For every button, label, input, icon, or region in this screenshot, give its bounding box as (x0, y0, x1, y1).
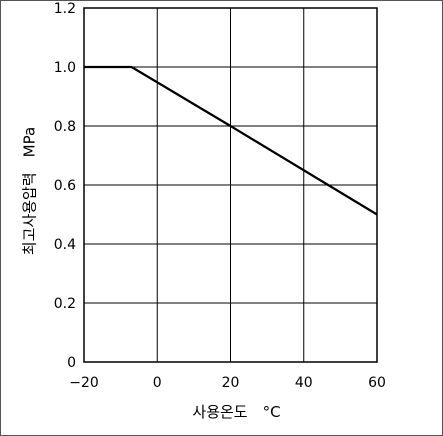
grid (84, 8, 377, 362)
y-tick-label: 1.2 (54, 1, 76, 17)
y-tick-labels: 0 0.2 0.4 0.6 0.8 1.0 1.2 (54, 1, 76, 371)
series-line (84, 65, 378, 216)
y-tick-label: 0.4 (54, 237, 76, 253)
y-axis-title: 최고사용압력 MPa (21, 127, 39, 255)
x-tick-label: 0 (153, 375, 162, 391)
x-tick-label: 20 (222, 375, 240, 391)
y-tick-label: 1.0 (54, 60, 76, 76)
y-tick-label: 0 (67, 355, 76, 371)
y-tick-label: 0.2 (54, 296, 76, 312)
x-tick-label: −20 (69, 375, 99, 391)
series-layer (84, 65, 378, 216)
x-tick-labels: −20 0 20 40 60 (69, 375, 386, 391)
x-tick-label: 60 (368, 375, 386, 391)
plot-area-border (83, 7, 378, 363)
x-tick-label: 40 (295, 375, 313, 391)
y-tick-label: 0.6 (54, 178, 76, 194)
y-tick-label: 0.8 (54, 119, 76, 135)
x-axis-title: 사용온도 °C (192, 403, 280, 421)
